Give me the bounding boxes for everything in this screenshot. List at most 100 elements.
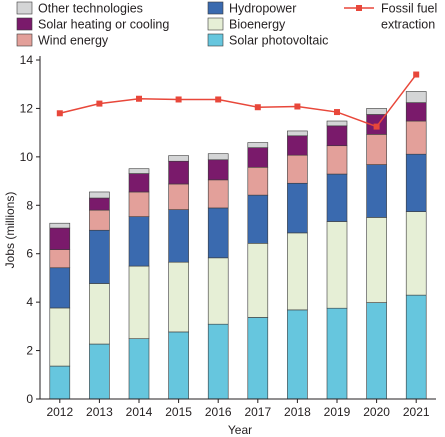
- x-tick-label: 2019: [324, 405, 351, 419]
- bar-other-technologies-2021: [405, 91, 427, 103]
- y-tick-label: 14: [20, 53, 34, 67]
- legend-swatch: [16, 33, 33, 47]
- legend-label: Wind energy: [38, 34, 109, 48]
- legend-marker: [356, 5, 362, 11]
- bar-bioenergy-2015: [168, 261, 189, 333]
- legend-label: Bioenergy: [229, 18, 286, 32]
- series-bioenergy: [49, 211, 427, 367]
- bar-solar-photovoltaic-2015: [168, 331, 189, 400]
- bar-wind-energy-2019: [326, 145, 348, 175]
- bar-wind-energy-2020: [366, 134, 387, 165]
- legend-label: Other technologies: [38, 2, 143, 16]
- bar-solar-heating-or-cooling-2015: [168, 160, 189, 185]
- bar-solar-photovoltaic-2018: [287, 309, 308, 400]
- series-other-technologies: [49, 91, 427, 229]
- x-tick-label: 2016: [205, 405, 232, 419]
- bar-wind-energy-2021: [405, 120, 427, 155]
- bar-wind-energy-2016: [207, 179, 229, 209]
- x-tick-label: 2021: [403, 405, 430, 419]
- bar-stacks: [49, 91, 427, 400]
- series-solar-heating-or-cooling: [49, 102, 427, 250]
- bar-bioenergy-2012: [49, 307, 71, 367]
- bar-bioenergy-2016: [207, 257, 229, 325]
- bar-wind-energy-2015: [168, 183, 189, 210]
- fossil-fuel-point-2016: [215, 96, 222, 103]
- y-tick-label: 2: [26, 344, 33, 358]
- legend-swatch: [207, 17, 224, 31]
- bar-other-technologies-2012: [49, 222, 71, 229]
- legend-label: Solar heating or cooling: [38, 18, 169, 32]
- fossil-fuel-point-2020: [373, 123, 380, 130]
- bar-hydropower-2020: [366, 164, 387, 218]
- bar-wind-energy-2014: [128, 191, 150, 217]
- bar-wind-energy-2012: [49, 249, 71, 269]
- fossil-fuel-point-2012: [56, 110, 63, 117]
- axes: 0 2 4 6 8 10 12 14 2012 2013 2014 2015 2016 2017 2018 2…: [20, 53, 436, 419]
- bar-hydropower-2012: [49, 267, 71, 309]
- fossil-fuel-line-path: [59, 74, 417, 128]
- bar-bioenergy-2019: [326, 221, 348, 309]
- y-tick-label: 0: [26, 392, 33, 406]
- bar-wind-energy-2018: [287, 154, 308, 184]
- fossil-fuel-point-2018: [294, 103, 301, 110]
- bar-bioenergy-2020: [366, 217, 387, 303]
- legend-item-bioenergy: Bioenergy: [207, 17, 286, 32]
- bar-bioenergy-2021: [405, 211, 427, 296]
- bar-solar-heating-or-cooling-2014: [128, 173, 150, 193]
- legend-item-solar-photovoltaic: Solar photovoltaic: [207, 33, 328, 48]
- legend-item-solar-heating-or-cooling: Solar heating or cooling: [16, 17, 169, 32]
- legend-label: extraction: [381, 18, 435, 32]
- fossil-fuel-point-2015: [175, 96, 182, 103]
- legend-item-hydropower: Hydropower: [207, 1, 296, 16]
- x-tick-label: 2017: [244, 405, 271, 419]
- bar-wind-energy-2017: [247, 166, 269, 196]
- bar-other-technologies-2018: [287, 130, 308, 137]
- bar-solar-photovoltaic-2021: [405, 294, 427, 400]
- bar-solar-heating-or-cooling-2021: [405, 102, 427, 122]
- bar-other-technologies-2017: [247, 142, 269, 148]
- bar-bioenergy-2017: [247, 243, 269, 318]
- bar-hydropower-2018: [287, 182, 308, 234]
- bar-other-technologies-2020: [366, 108, 387, 115]
- legend-label: Fossil fuel: [381, 2, 437, 16]
- bar-bioenergy-2018: [287, 232, 308, 311]
- legend-item-wind-energy: Wind energy: [16, 33, 109, 48]
- x-tick-label: 2012: [46, 405, 73, 419]
- bar-other-technologies-2013: [89, 191, 110, 199]
- x-tick-label: 2015: [165, 405, 192, 419]
- bar-hydropower-2021: [405, 153, 427, 212]
- x-tick-label: 2018: [284, 405, 311, 419]
- bar-solar-heating-or-cooling-2013: [89, 197, 110, 211]
- bar-solar-photovoltaic-2014: [128, 338, 150, 400]
- bar-other-technologies-2015: [168, 155, 189, 162]
- legend-item-fossil-fuel-extraction: Fossil fuel extraction: [344, 2, 437, 32]
- y-tick-label: 10: [20, 150, 34, 164]
- bar-other-technologies-2019: [326, 120, 348, 127]
- fossil-fuel-point-2014: [136, 95, 142, 102]
- bar-solar-photovoltaic-2019: [326, 307, 348, 400]
- fossil-fuel-point-2019: [334, 109, 340, 116]
- fossil-fuel-line: [56, 71, 420, 130]
- legend-swatch: [16, 17, 33, 31]
- y-tick-label: 8: [26, 198, 33, 212]
- legend-swatch: [207, 33, 224, 47]
- bar-hydropower-2017: [247, 194, 269, 244]
- x-tick-label: 2014: [126, 405, 153, 419]
- fossil-fuel-point-2017: [254, 104, 261, 111]
- bar-solar-photovoltaic-2020: [366, 302, 387, 400]
- bar-solar-photovoltaic-2017: [247, 317, 269, 400]
- fossil-fuel-point-2021: [413, 71, 420, 78]
- x-tick-label: 2013: [86, 405, 113, 419]
- bar-solar-heating-or-cooling-2012: [49, 227, 71, 250]
- series-wind-energy: [49, 120, 427, 269]
- bar-solar-heating-or-cooling-2016: [207, 159, 229, 181]
- legend-swatch: [207, 1, 224, 15]
- series-hydropower: [49, 153, 427, 309]
- bar-other-technologies-2014: [128, 168, 150, 174]
- bar-solar-photovoltaic-2012: [49, 365, 71, 400]
- bar-solar-heating-or-cooling-2018: [287, 135, 308, 156]
- bar-other-technologies-2016: [207, 153, 229, 161]
- bar-bioenergy-2014: [128, 265, 150, 339]
- bar-solar-photovoltaic-2013: [89, 343, 110, 400]
